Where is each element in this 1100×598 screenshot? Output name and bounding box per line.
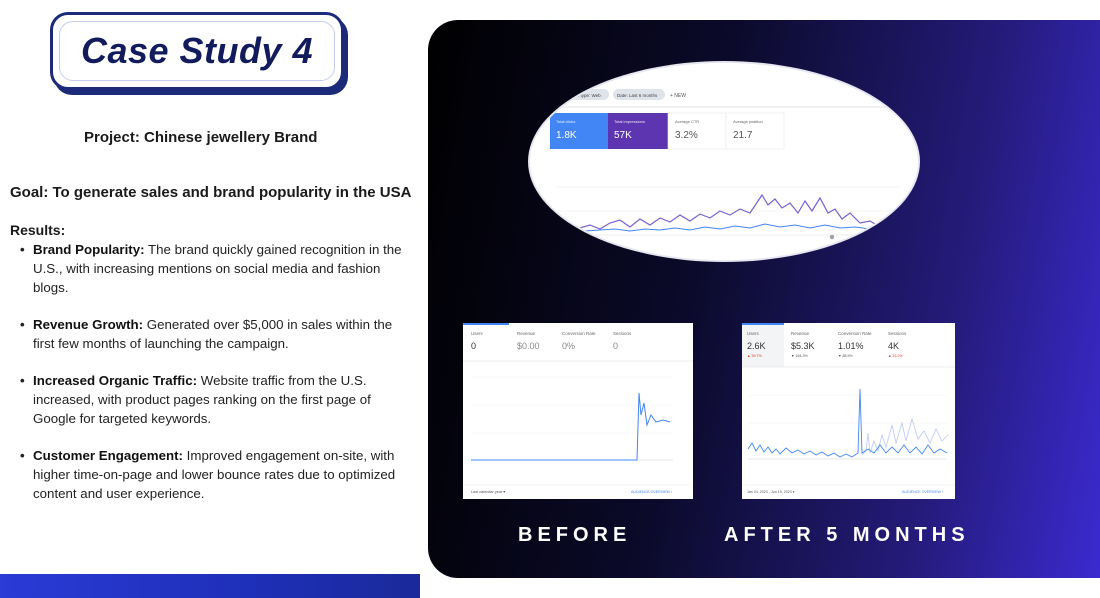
metric-label: Sessions [888, 331, 907, 336]
title-card: Case Study 4 [50, 12, 344, 90]
results-heading: Results: [10, 222, 66, 238]
metric-value: 0 [471, 341, 476, 351]
project-line: Project: Chinese jewellery Brand [84, 129, 318, 146]
result-label: Increased Organic Traffic: [33, 373, 198, 388]
bullet-icon: • [20, 242, 25, 257]
filter-chip[interactable]: Date: Last 6 months [617, 93, 658, 98]
metric-delta: ▼ 164.3% [791, 354, 809, 358]
metric-value: 3.2% [675, 130, 698, 141]
result-label: Revenue Growth: [33, 317, 144, 332]
results-list: • Brand Popularity: The brand quickly gai… [20, 240, 405, 521]
search-console-screenshot: Search type: Web Date: Last 6 months + N… [530, 63, 918, 260]
title-card-inner-border [59, 21, 335, 81]
metric-label: Total clicks [556, 119, 575, 124]
result-item: • Revenue Growth: Generated over $5,000 i… [20, 315, 405, 353]
metric-label: Users [471, 331, 484, 336]
bullet-icon: • [20, 448, 25, 463]
bullet-icon: • [20, 373, 25, 388]
metric-value: 0 [613, 341, 618, 351]
metric-label: Revenue [517, 331, 536, 336]
metric-value: 21.7 [733, 130, 753, 141]
metric-label: Revenue [791, 331, 810, 336]
after-caption: AFTER 5 MONTHS [724, 524, 970, 546]
metric-label: Total impressions [614, 119, 645, 124]
metric-value: 2.6K [747, 341, 766, 351]
metric-label: Sessions [613, 331, 632, 336]
metric-delta: ▲ 22.2% [888, 354, 904, 358]
goal-line: Goal: To generate sales and brand popula… [10, 184, 412, 201]
before-caption: BEFORE [518, 524, 632, 546]
audience-overview-link[interactable]: AUDIENCE OVERVIEW › [902, 490, 944, 494]
bottom-accent-bar [0, 574, 420, 598]
result-text: Improved engagement on-site, with higher… [33, 448, 396, 501]
metric-value: 4K [888, 341, 899, 351]
page-title: Case Study 4 [80, 30, 314, 71]
result-item: • Increased Organic Traffic: Website traf… [20, 371, 405, 428]
result-text: Generated over $5,000 in sales within th… [33, 317, 393, 351]
metric-label: Average position [733, 119, 763, 124]
new-filter-button[interactable]: + NEW [670, 93, 686, 99]
audience-overview-link[interactable]: AUDIENCE OVERVIEW › [631, 490, 673, 494]
after-analytics-screenshot: Users 2.6K ▲ 39.7% Revenue $5.3K ▼ 164.3… [742, 323, 955, 499]
result-item: • Customer Engagement: Improved engagemen… [20, 446, 405, 503]
metric-label: Users [747, 331, 760, 336]
metric-value: 1.8K [556, 130, 577, 141]
before-analytics-screenshot: Users 0 Revenue $0.00 Conversion Rate 0%… [463, 323, 693, 499]
metric-value: $5.3K [791, 341, 815, 351]
date-range-dropdown[interactable]: Last calendar year ▾ [471, 490, 505, 494]
filter-chip[interactable]: Search type: Web [565, 93, 601, 98]
metric-value: 57K [614, 130, 632, 141]
metric-label: Conversion Rate [838, 331, 872, 336]
metric-value: $0.00 [517, 341, 540, 351]
result-label: Brand Popularity: [33, 242, 145, 257]
search-console-graphic: Search type: Web Date: Last 6 months + N… [530, 63, 918, 260]
metric-value: 0% [562, 341, 575, 351]
result-text: The brand quickly gained recognition in … [33, 242, 402, 295]
result-text: Website traffic from the U.S. increased,… [33, 373, 371, 426]
metric-label: Conversion Rate [562, 331, 596, 336]
metric-delta: ▲ 39.7% [747, 354, 763, 358]
metric-delta: ▼ 88.5% [838, 354, 854, 358]
before-analytics-graphic: Users 0 Revenue $0.00 Conversion Rate 0%… [463, 323, 693, 499]
result-label: Customer Engagement: [33, 448, 183, 463]
date-range-dropdown[interactable]: Jan 24, 2023 - Jun 19, 2023 ▾ [747, 490, 795, 494]
bullet-icon: • [20, 317, 25, 332]
metric-label: Average CTR [675, 119, 699, 124]
after-analytics-graphic: Users 2.6K ▲ 39.7% Revenue $5.3K ▼ 164.3… [742, 323, 955, 499]
result-item: • Brand Popularity: The brand quickly gai… [20, 240, 405, 297]
metric-value: 1.01% [838, 341, 864, 351]
